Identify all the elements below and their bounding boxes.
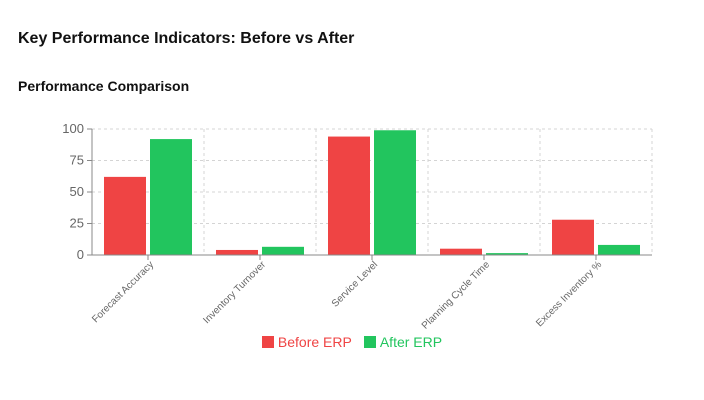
legend-swatch-before: [261, 336, 274, 348]
legend-label-before: Before ERP: [277, 334, 352, 350]
chart-grid: [92, 128, 653, 255]
bar-before-1[interactable]: [216, 249, 258, 255]
y-tick-label: 100: [62, 121, 84, 136]
bar-before-4[interactable]: [552, 219, 594, 255]
chart-bars: [104, 130, 640, 255]
legend-label-after: After ERP: [379, 334, 443, 350]
bar-after-3[interactable]: [486, 253, 528, 255]
legend-item-before[interactable]: Before ERP: [261, 334, 352, 350]
y-tick-label: 0: [77, 247, 84, 262]
chart-legend: Before ERP After ERP: [0, 334, 704, 350]
bar-before-3[interactable]: [440, 248, 482, 255]
bar-before-2[interactable]: [328, 136, 370, 255]
page-title: Key Performance Indicators: Before vs Af…: [18, 30, 355, 47]
x-tick-label: Forecast Accuracy: [90, 259, 156, 325]
x-tick-label: Planning Cycle Time: [420, 259, 493, 332]
legend-item-after[interactable]: After ERP: [363, 334, 443, 350]
bar-after-1[interactable]: [262, 246, 304, 255]
y-tick-label: 25: [70, 216, 84, 231]
legend-swatch-after: [363, 336, 376, 348]
bar-after-0[interactable]: [150, 139, 192, 255]
y-tick-label: 50: [70, 184, 84, 199]
bar-after-2[interactable]: [374, 130, 416, 255]
bar-after-4[interactable]: [598, 244, 640, 255]
x-tick-label: Excess Inventory %: [534, 259, 604, 329]
bar-before-0[interactable]: [104, 176, 146, 255]
x-tick-label: Inventory Turnover: [201, 259, 268, 326]
chart-title: Performance Comparison: [18, 78, 190, 94]
y-tick-label: 75: [70, 153, 84, 168]
x-tick-label: Service Level: [330, 259, 380, 309]
